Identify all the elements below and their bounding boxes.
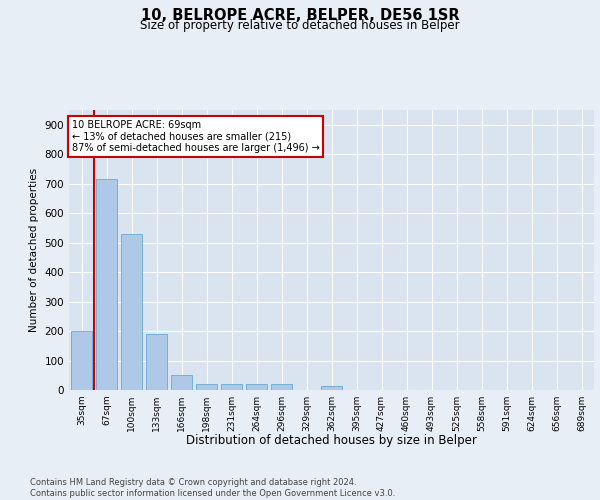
- Bar: [321, 386, 342, 390]
- Bar: [96, 180, 117, 390]
- Text: 10 BELROPE ACRE: 69sqm
← 13% of detached houses are smaller (215)
87% of semi-de: 10 BELROPE ACRE: 69sqm ← 13% of detached…: [71, 120, 319, 153]
- Bar: [196, 384, 217, 390]
- Text: 10, BELROPE ACRE, BELPER, DE56 1SR: 10, BELROPE ACRE, BELPER, DE56 1SR: [140, 8, 460, 22]
- Bar: [71, 331, 92, 390]
- Bar: [221, 384, 242, 390]
- Bar: [171, 376, 192, 390]
- Bar: [121, 234, 142, 390]
- Y-axis label: Number of detached properties: Number of detached properties: [29, 168, 39, 332]
- Text: Contains HM Land Registry data © Crown copyright and database right 2024.
Contai: Contains HM Land Registry data © Crown c…: [30, 478, 395, 498]
- Bar: [271, 384, 292, 390]
- Bar: [246, 384, 267, 390]
- X-axis label: Distribution of detached houses by size in Belper: Distribution of detached houses by size …: [186, 434, 477, 447]
- Bar: [146, 334, 167, 390]
- Text: Size of property relative to detached houses in Belper: Size of property relative to detached ho…: [140, 18, 460, 32]
